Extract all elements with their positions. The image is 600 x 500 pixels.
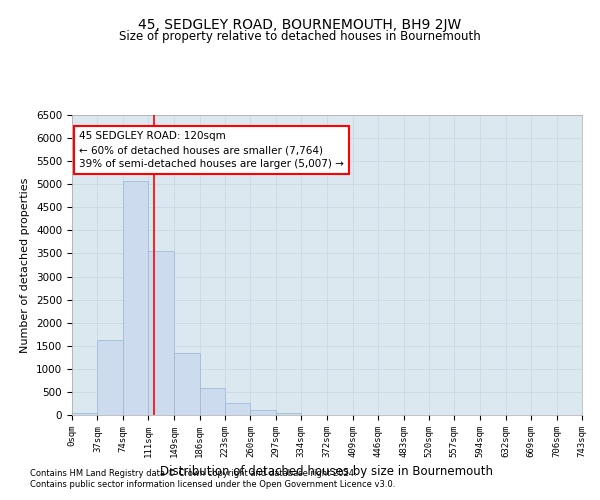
Bar bbox=[200, 388, 225, 415]
Text: Contains HM Land Registry data © Crown copyright and database right 2024.: Contains HM Land Registry data © Crown c… bbox=[30, 468, 356, 477]
Bar bbox=[97, 340, 123, 415]
Text: 45, SEDGLEY ROAD, BOURNEMOUTH, BH9 2JW: 45, SEDGLEY ROAD, BOURNEMOUTH, BH9 2JW bbox=[139, 18, 461, 32]
Bar bbox=[174, 352, 200, 415]
X-axis label: Distribution of detached houses by size in Bournemouth: Distribution of detached houses by size … bbox=[161, 466, 493, 478]
Text: Contains public sector information licensed under the Open Government Licence v3: Contains public sector information licen… bbox=[30, 480, 395, 489]
Text: 45 SEDGLEY ROAD: 120sqm
← 60% of detached houses are smaller (7,764)
39% of semi: 45 SEDGLEY ROAD: 120sqm ← 60% of detache… bbox=[79, 131, 344, 169]
Y-axis label: Number of detached properties: Number of detached properties bbox=[20, 178, 31, 352]
Bar bbox=[148, 250, 173, 415]
Bar bbox=[225, 403, 250, 415]
Bar bbox=[276, 412, 301, 415]
Bar bbox=[123, 181, 148, 415]
Text: Size of property relative to detached houses in Bournemouth: Size of property relative to detached ho… bbox=[119, 30, 481, 43]
Bar bbox=[250, 410, 276, 415]
Bar bbox=[72, 412, 97, 415]
